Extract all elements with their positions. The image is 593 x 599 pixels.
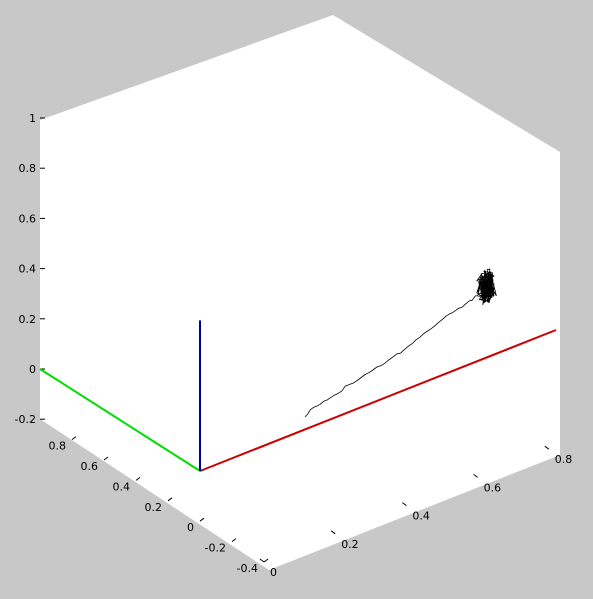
y-tick-mark — [135, 476, 141, 481]
y-tick-mark — [103, 456, 109, 461]
axes-box-face — [40, 15, 560, 570]
x-tick-mark — [473, 473, 478, 478]
z-tick-label: 0.2 — [19, 313, 37, 326]
z-tick-label: 1 — [29, 112, 36, 125]
x-tick-mark — [544, 445, 550, 450]
y-tick-label: 0.4 — [113, 480, 131, 493]
series-line-1 — [39, 368, 201, 472]
x-tick-label: 0.4 — [412, 510, 430, 523]
y-tick-mark — [199, 517, 205, 522]
z-tick-label: 0.6 — [19, 212, 37, 225]
y-tick-label: 0.8 — [49, 440, 67, 453]
y-tick-label: 0 — [187, 521, 194, 534]
x-tick-label: 0 — [270, 566, 277, 579]
z-tick-label: 0 — [29, 363, 36, 376]
y-tick-mark — [167, 497, 173, 502]
x-tick-label: 0.8 — [555, 453, 573, 466]
y-tick-mark — [231, 538, 237, 542]
x-tick-label: 0.6 — [484, 481, 502, 494]
y-tick-mark — [263, 558, 269, 563]
series-line-0 — [199, 329, 557, 472]
y-tick-label: -0.2 — [205, 542, 226, 555]
x-tick-mark — [330, 530, 336, 535]
y-tick-label: 0.2 — [145, 501, 163, 514]
data-lines — [39, 268, 557, 472]
z-axis-ticks: -0.2 0 0.2 0.4 0.6 0.8 1 — [15, 112, 45, 426]
x-tick-mark — [402, 502, 407, 507]
z-tick-label: -0.2 — [15, 413, 36, 426]
y-tick-mark — [71, 436, 77, 441]
x-tick-mark — [259, 558, 265, 563]
y-tick-label: -0.4 — [237, 562, 258, 575]
series-line-3 — [304, 268, 497, 418]
y-axis-ticks: -0.4 -0.2 0 0.2 0.4 0.6 0.8 — [49, 436, 269, 575]
z-tick-label: 0.8 — [19, 162, 37, 175]
x-tick-label: 0.2 — [341, 538, 359, 551]
x-axis-ticks: 00.20.40.60.81 — [259, 445, 573, 579]
z-tick-label: 0.4 — [19, 263, 37, 276]
y-tick-label: 0.6 — [81, 460, 99, 473]
